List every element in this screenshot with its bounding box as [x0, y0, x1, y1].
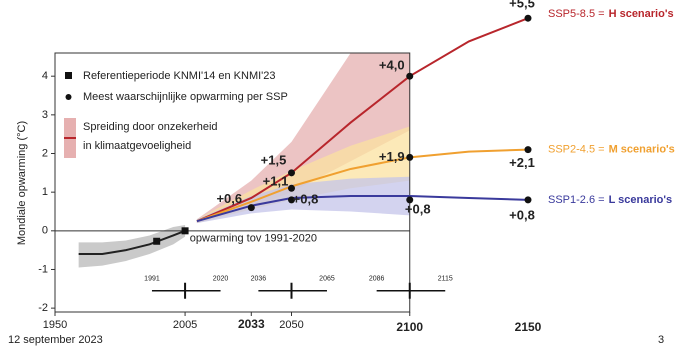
point	[288, 196, 295, 204]
point-label: +0,8	[405, 201, 431, 216]
point-label: +1,1	[263, 174, 289, 189]
point-label: +5,5	[509, 0, 535, 11]
legend-label: Meest waarschijnlijke opwarming per SSP	[83, 91, 288, 103]
scenario-name: SSP5-8.5 =	[548, 8, 605, 20]
legend-square	[65, 72, 72, 79]
point-label: +0,8	[293, 191, 319, 206]
uncertainty-band	[196, 176, 410, 224]
x-tick-label: 2050	[279, 319, 303, 331]
y-tick-label: -1	[38, 263, 48, 275]
scenario-line	[196, 148, 529, 223]
scenario-name: SSP1-2.6 =	[548, 194, 605, 206]
y-tick-label: 2	[42, 147, 48, 159]
point	[524, 14, 532, 22]
y-tick-label: -2	[38, 302, 48, 314]
plot-frame	[54, 52, 411, 313]
point	[524, 146, 532, 154]
legend-label: in klimaatgevoeligheid	[83, 140, 191, 152]
y-tick-label: 3	[42, 109, 48, 121]
y-axis-label: Mondiale opwarming (°C)	[16, 121, 28, 245]
history-band	[78, 225, 186, 268]
scenario-type: L scenario's	[609, 194, 673, 206]
scenario-name: SSP2-4.5 =	[548, 144, 605, 156]
footer-date: 12 september 2023	[8, 334, 103, 346]
legend-dot	[65, 94, 72, 100]
history-line	[78, 229, 186, 256]
point-label: +1,5	[261, 152, 287, 167]
point	[524, 196, 532, 204]
period-start: 2036	[251, 276, 267, 283]
point	[247, 204, 255, 212]
point-label: +0,6	[216, 191, 242, 206]
y-tick-label: 4	[42, 70, 48, 82]
point-label: +0,8	[509, 207, 535, 222]
page-number: 3	[658, 334, 664, 346]
scenario-label: SSP1-2.6 = L scenario's	[548, 194, 672, 206]
legend-label: Spreiding door onzekerheid	[83, 121, 218, 133]
uncertainty-band	[196, 53, 410, 224]
period-end: 2020	[213, 276, 229, 283]
period-end: 2115	[438, 276, 453, 283]
reference-marker	[153, 237, 161, 245]
x-tick-label: 2150	[515, 320, 542, 334]
reference-marker	[181, 227, 189, 235]
x-tick-label: 2100	[396, 320, 423, 334]
annotation: opwarming tov 1991-2020	[190, 232, 317, 244]
y-tick-label: 1	[42, 186, 48, 198]
point	[288, 184, 295, 192]
scenario-label: SSP5-8.5 = H scenario's	[548, 8, 674, 20]
point	[406, 153, 414, 161]
scenario-line	[196, 17, 529, 223]
point-label: +4,0	[379, 58, 405, 73]
point	[288, 169, 295, 177]
scenario-type: H scenario's	[609, 8, 674, 20]
point	[406, 196, 414, 204]
legend-label: Referentieperiode KNMI'14 en KNMI'23	[83, 70, 276, 82]
point	[406, 72, 414, 80]
x-tick-label: 1950	[43, 319, 67, 331]
scenario-type: M scenario's	[609, 144, 675, 156]
period-end: 2065	[319, 276, 335, 283]
point-label: +1,9	[379, 149, 405, 164]
period-start: 2086	[369, 276, 385, 283]
period-start: 1991	[144, 276, 160, 283]
point-label: +2,1	[509, 155, 535, 170]
scenario-label: SSP2-4.5 = M scenario's	[548, 144, 675, 156]
x-tick-label: 2033	[238, 317, 265, 331]
y-tick-label: 0	[42, 225, 48, 237]
x-tick-label: 2005	[173, 319, 197, 331]
